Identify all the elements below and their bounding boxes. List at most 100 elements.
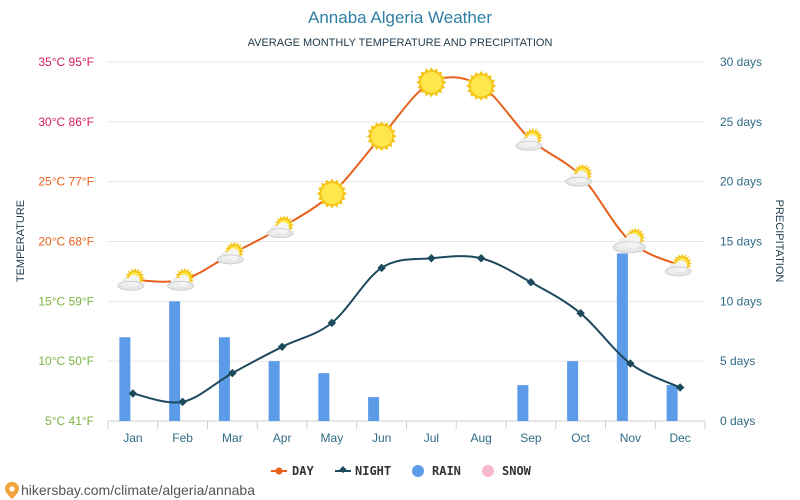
x-tick-label: Dec xyxy=(669,431,690,445)
rain-bars xyxy=(119,253,678,421)
source-link: hikersbay.com/climate/algeria/annaba xyxy=(21,482,255,498)
y-left-tick-label: 15°C 59°F xyxy=(38,294,94,308)
partly-cloudy-icon xyxy=(216,241,245,265)
legend-rain-marker xyxy=(412,465,424,477)
cloudy-sun-icon xyxy=(612,227,647,254)
cloud-outline xyxy=(612,241,647,254)
y-right-tick-label: 10 days xyxy=(720,294,762,308)
night-point xyxy=(277,342,287,352)
x-tick-label: Jan xyxy=(123,431,142,445)
night-point xyxy=(576,309,585,318)
y-right-tick-label: 25 days xyxy=(720,115,762,129)
rain-bar xyxy=(517,385,529,421)
sun-disc xyxy=(419,70,443,94)
right-tick-labels: 30 days 25 days 20 days 15 days 10 days 5 day… xyxy=(720,55,762,428)
night-point xyxy=(178,397,187,407)
chart-subtitle: AVERAGE MONTHLY TEMPERATURE AND PRECIPIT… xyxy=(248,37,553,49)
night-point xyxy=(476,254,486,263)
y-left-tick-label: 20°C 68°F xyxy=(38,235,94,249)
rain-bar xyxy=(616,253,628,421)
cloud-puff xyxy=(575,170,588,183)
partly-cloudy-icon xyxy=(565,163,593,187)
night-point xyxy=(327,318,337,328)
sun-icon xyxy=(416,67,447,98)
cloud-outline xyxy=(565,176,593,187)
source-footer[interactable]: hikersbay.com/climate/algeria/annaba xyxy=(5,482,255,499)
y-left-tick-label: 5°C 41°F xyxy=(45,414,94,428)
x-tick-label: Mar xyxy=(222,431,243,445)
sun-icon xyxy=(366,121,397,152)
y-right-tick-label: 0 days xyxy=(720,414,755,428)
y-axis-right-label: PRECIPITATION xyxy=(773,200,785,283)
rain-bar xyxy=(666,385,678,421)
cloud-puff xyxy=(625,233,641,249)
partly-cloudy-icon xyxy=(515,127,543,151)
rain-bar xyxy=(318,373,330,421)
y-left-tick-label: 35°C 95°F xyxy=(38,55,94,69)
cloud-puff xyxy=(525,134,538,147)
y-left-tick-label: 10°C 50°F xyxy=(38,354,94,368)
cloud-outline xyxy=(167,280,195,291)
legend-night-label: NIGHT xyxy=(355,464,391,478)
day-line xyxy=(132,76,681,283)
cloud-puff xyxy=(127,274,140,287)
y-right-tick-label: 20 days xyxy=(720,175,762,189)
rain-bar xyxy=(567,361,579,421)
rain-bar xyxy=(268,361,280,421)
x-tick-label: May xyxy=(321,431,344,445)
weather-icons xyxy=(117,67,693,291)
night-point xyxy=(228,368,237,378)
sun-disc xyxy=(370,124,394,148)
legend-item-rain[interactable]: RAIN xyxy=(412,464,461,478)
night-point xyxy=(526,277,536,287)
legend-rain-label: RAIN xyxy=(432,464,461,478)
cloud-puff xyxy=(675,260,688,273)
legend-snow-marker xyxy=(482,465,494,477)
cloud-puff xyxy=(177,274,190,287)
partly-cloudy-icon xyxy=(117,267,145,291)
grid-lines xyxy=(108,61,705,422)
location-pin-icon xyxy=(5,482,19,499)
night-line xyxy=(132,255,681,404)
rain-bar xyxy=(119,337,131,421)
x-axis: Jan Feb Mar Apr May Jun Jul Aug Sep Oct Nov Dec xyxy=(107,420,706,445)
y-left-tick-label: 30°C 86°F xyxy=(38,115,94,129)
rain-bar xyxy=(169,301,181,421)
y-axis-left-label: TEMPERATURE xyxy=(15,200,27,282)
legend: DAY NIGHT RAIN SNOW xyxy=(271,464,532,478)
cloud-outline xyxy=(664,266,692,277)
x-tick-label: Sep xyxy=(520,431,542,445)
sun-icon xyxy=(466,70,497,101)
y-right-tick-label: 15 days xyxy=(720,235,762,249)
legend-item-night[interactable]: NIGHT xyxy=(335,464,391,478)
cloud-puff xyxy=(277,222,290,235)
legend-item-day[interactable]: DAY xyxy=(271,464,314,478)
x-tick-label: Oct xyxy=(571,431,590,445)
cloud-outline xyxy=(515,140,543,151)
partly-cloudy-icon xyxy=(664,253,693,277)
cloud-outline xyxy=(216,254,244,265)
night-point xyxy=(128,389,138,398)
legend-snow-label: SNOW xyxy=(502,464,532,478)
night-point xyxy=(626,359,635,368)
x-tick-label: Nov xyxy=(620,431,641,445)
night-point xyxy=(427,254,436,263)
sun-icon xyxy=(316,178,347,209)
x-tick-label: Jun xyxy=(372,431,391,445)
sun-disc xyxy=(320,182,344,206)
x-tick-label: Apr xyxy=(273,431,292,445)
legend-item-snow[interactable]: SNOW xyxy=(482,464,532,478)
sun-disc xyxy=(469,74,493,98)
legend-night-marker xyxy=(339,466,347,474)
cloud-outline xyxy=(266,228,294,239)
y-left-tick-label: 25°C 77°F xyxy=(38,175,94,189)
cloud-puff xyxy=(227,248,240,261)
partly-cloudy-icon xyxy=(167,267,195,291)
partly-cloudy-icon xyxy=(266,215,295,239)
night-point xyxy=(377,263,386,273)
night-point xyxy=(675,383,685,392)
chart-title: Annaba Algeria Weather xyxy=(308,8,492,27)
legend-day-label: DAY xyxy=(292,464,314,478)
y-right-tick-label: 30 days xyxy=(720,55,762,69)
